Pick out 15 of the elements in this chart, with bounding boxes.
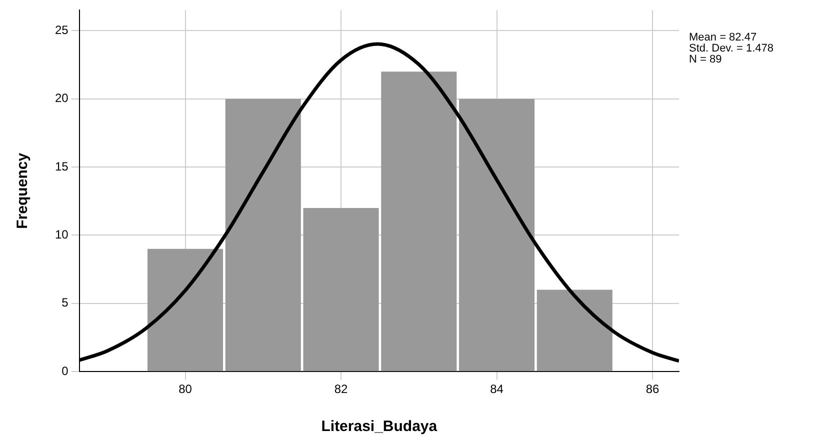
text: Mean = 82.47 bbox=[689, 32, 757, 44]
y-tick-label: 5 bbox=[62, 296, 69, 310]
x-tick-label: 84 bbox=[490, 382, 504, 396]
x-axis-title: Literasi_Budaya bbox=[321, 418, 438, 436]
y-tick-label: 25 bbox=[54, 22, 69, 37]
x-tick-label: 82 bbox=[334, 382, 348, 396]
x-tick-label: 80 bbox=[178, 382, 192, 396]
y-tick-label: 0 bbox=[62, 364, 69, 378]
y-axis-title: Frequency bbox=[14, 152, 32, 229]
x-tick-label: 86 bbox=[646, 382, 660, 396]
y-tick-label: 20 bbox=[54, 91, 69, 106]
text: Std. Dev. = 1.478 bbox=[689, 42, 774, 55]
text: N = 89 bbox=[689, 54, 722, 66]
y-tick-label: 15 bbox=[54, 159, 69, 174]
y-tick-label: 10 bbox=[54, 228, 69, 242]
